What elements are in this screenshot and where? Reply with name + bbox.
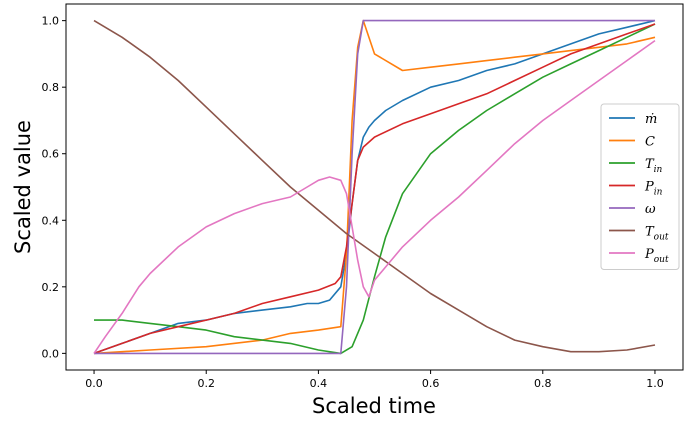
x-tick-label: 0.2 (197, 377, 215, 390)
legend-label-subscript: out (654, 233, 669, 243)
x-tick-label: 0.0 (85, 377, 103, 390)
series-line-4 (94, 19, 655, 355)
x-tick-label: 0.6 (422, 377, 440, 390)
legend-label-subscript: in (654, 165, 663, 175)
y-tick-label: 1.0 (42, 15, 60, 28)
legend-label-base: T (645, 157, 655, 172)
x-tick-label: 1.0 (646, 377, 664, 390)
legend-label-4: ω (645, 202, 656, 217)
legend-label-base: P (644, 247, 654, 262)
series-line-1 (93, 19, 656, 355)
y-tick-label: 0.2 (42, 281, 60, 294)
legend-label-base: T (645, 225, 655, 240)
series-line-6 (93, 39, 656, 354)
legend-label-base: C (645, 135, 655, 150)
x-tick-label: 0.4 (310, 377, 328, 390)
legend-label-base: ω (645, 202, 656, 217)
legend-label-subscript: out (654, 255, 669, 265)
legend-label-1: C (645, 135, 655, 150)
x-axis-label: Scaled time (312, 394, 436, 418)
series-line-5 (93, 19, 656, 353)
legend-label-6: Pout (644, 247, 669, 265)
y-axis-label: Scaled value (11, 120, 35, 254)
y-tick-label: 0.0 (42, 347, 60, 360)
y-tick-label: 0.8 (42, 81, 60, 94)
legend-box (600, 103, 680, 270)
legend-label-5: Tout (645, 225, 669, 243)
y-tick-label: 0.4 (42, 214, 60, 227)
plot-area (65, 3, 684, 371)
legend-label-base: ṁ (645, 112, 657, 127)
legend-label-subscript: in (654, 188, 663, 198)
legend-label-0: ṁ (645, 112, 657, 127)
y-tick-label: 0.6 (42, 148, 60, 161)
legend-label-2: Tin (645, 157, 663, 175)
x-tick-label: 0.8 (534, 377, 552, 390)
series-line-3 (93, 23, 656, 355)
series-line-2 (94, 23, 656, 355)
legend-label-base: P (644, 180, 654, 195)
legend-label-3: Pin (644, 180, 663, 198)
